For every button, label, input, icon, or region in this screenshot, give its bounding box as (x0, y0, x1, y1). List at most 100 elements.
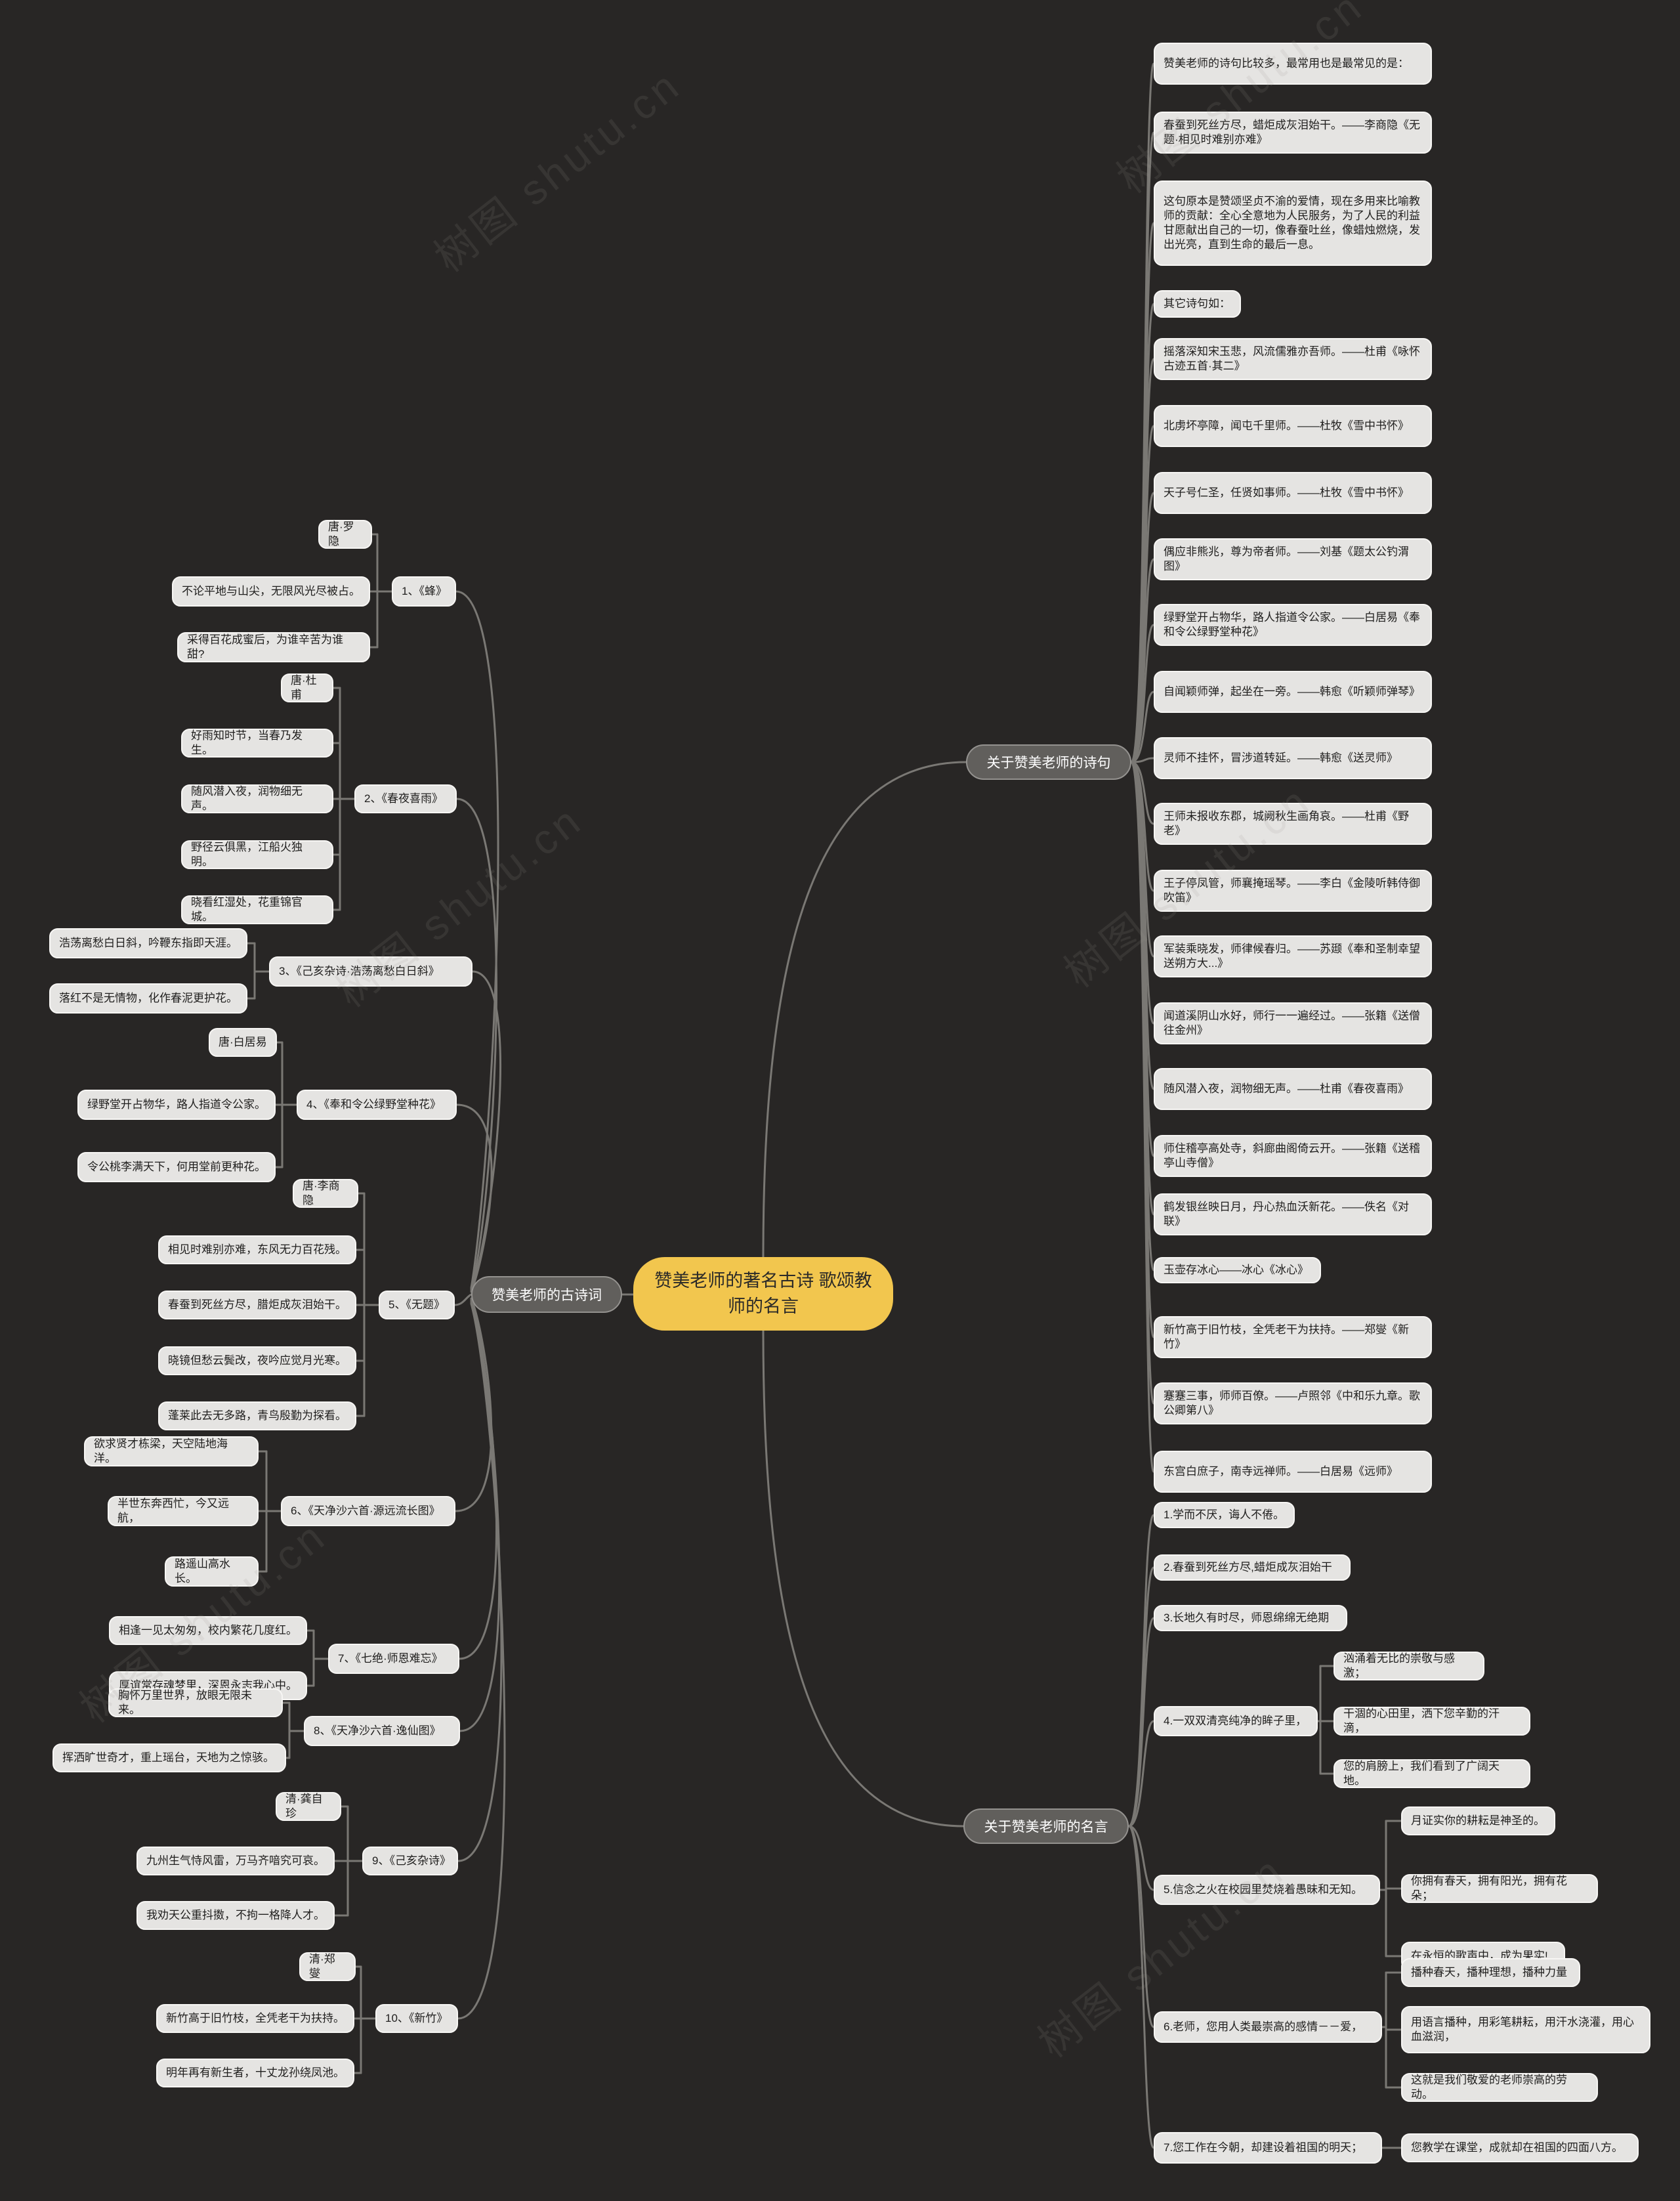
poem-9-line[interactable]: 九州生气恃风雷，万马齐喑究可哀。 (136, 1847, 335, 1875)
branch-praise-verses[interactable]: 关于赞美老师的诗句 (966, 744, 1131, 780)
poem-9-line[interactable]: 我劝天公重抖擞，不拘一格降人才。 (136, 1901, 335, 1930)
quote-sub-item[interactable]: 用语言播种，用彩笔耕耘，用汗水浇灌，用心血滋润， (1401, 2006, 1650, 2053)
connector-line (1130, 761, 1155, 1473)
poem-2-title[interactable]: 2、《春夜喜雨》 (354, 784, 457, 813)
verse-item[interactable]: 这句原本是赞颂坚贞不渝的爱情，现在多用来比喻教师的贡献：全心全意地为人民服务，为… (1154, 181, 1432, 266)
quote-sub-item[interactable]: 汹涌着无比的崇敬与感激； (1334, 1652, 1484, 1680)
poem-5-poet[interactable]: 唐·李商隐 (293, 1179, 358, 1208)
verse-item[interactable]: 自闻颖师弹，起坐在一旁。——韩愈《听颖师弹琴》 (1154, 671, 1432, 713)
poem-10-line[interactable]: 明年再有新生者，十丈龙孙绕凤池。 (156, 2059, 354, 2087)
connector-line (1130, 624, 1155, 763)
verse-item[interactable]: 春蚕到死丝方尽，蜡炬成灰泪始干。——李商隐《无题·相见时难别亦难》 (1154, 112, 1432, 154)
poem-3-line[interactable]: 浩荡离愁白日斜，吟鞭东指即天涯。 (49, 928, 247, 958)
poem-8-title[interactable]: 8、《天净沙六首·逸仙图》 (304, 1716, 460, 1746)
connector-line (453, 1293, 472, 1306)
quote-sub-item[interactable]: 这就是我们敬爱的老师崇高的劳动。 (1401, 2073, 1598, 2102)
poem-4-title[interactable]: 4、《奉和令公绿野堂种花》 (297, 1090, 457, 1120)
poem-1-poet[interactable]: 唐·罗隐 (318, 520, 372, 549)
connector-line (459, 1300, 501, 1732)
verse-item[interactable]: 闻道溪阴山水好，师行一一遍经过。——张籍《送僧往金州》 (1154, 1002, 1432, 1044)
poem-1-line[interactable]: 采得百花成蜜后，为谁辛苦为谁甜? (177, 632, 370, 662)
verse-item[interactable]: 偶应非熊兆，尊为帝者师。——刘基《题太公钓渭图》 (1154, 538, 1432, 580)
poem-4-poet[interactable]: 唐·白居易 (209, 1028, 277, 1057)
connector-line (1130, 761, 1155, 825)
poem-4-line[interactable]: 绿野堂开占物华，路人指道令公家。 (77, 1090, 276, 1120)
quote-item[interactable]: 1.学而不厌，诲人不倦。 (1154, 1502, 1295, 1528)
verse-item[interactable]: 师住稽亭高处寺，斜廊曲阁倚云开。——张籍《送稽亭山寺僧》 (1154, 1135, 1432, 1177)
quote-sub-item[interactable]: 干涸的心田里，洒下您辛勤的汗滴， (1334, 1707, 1530, 1736)
poem-10-poet[interactable]: 清·郑燮 (299, 1952, 356, 1981)
quote-sub-item[interactable]: 您的肩膀上，我们看到了广阔天地。 (1334, 1759, 1530, 1788)
quote-item[interactable]: 5.信念之火在校园里焚烧着愚昧和无知。 (1154, 1875, 1380, 1905)
poem-6-line[interactable]: 路遥山高水长。 (165, 1556, 259, 1587)
poem-2-line[interactable]: 野径云俱黑，江船火独明。 (181, 840, 333, 869)
poem-9-poet[interactable]: 清·龚自珍 (276, 1792, 341, 1821)
poem-5-line[interactable]: 春蚕到死丝方尽，腊炬成灰泪始干。 (158, 1291, 356, 1319)
verse-item[interactable]: 随风潜入夜，润物细无声。——杜甫《春夜喜雨》 (1154, 1068, 1432, 1110)
quote-sub-item[interactable]: 您教学在课堂，成就却在祖国的四面八方。 (1401, 2133, 1639, 2162)
quote-item[interactable]: 4.一双双清亮纯净的眸子里， (1154, 1706, 1318, 1736)
verse-item[interactable]: 玉壶存冰心——冰心《冰心》 (1154, 1257, 1321, 1283)
verse-item[interactable]: 摇落深知宋玉悲，风流儒雅亦吾师。——杜甫《咏怀古迹五首·其二》 (1154, 338, 1432, 380)
verse-item[interactable]: 天子号仁圣，任贤如事师。——杜牧《雪中书怀》 (1154, 472, 1432, 514)
branch-praise-quotes[interactable]: 关于赞美老师的名言 (963, 1808, 1129, 1844)
verse-item[interactable]: 赞美老师的诗句比较多，最常用也是最常见的是： (1154, 43, 1432, 85)
poem-2-poet[interactable]: 唐·杜甫 (281, 673, 333, 702)
connector-line (762, 761, 967, 1258)
connector-line (470, 970, 501, 1292)
verse-item[interactable]: 王师未报收东郡，城阙秋生画角哀。——杜甫《野老》 (1154, 803, 1432, 845)
poem-8-line[interactable]: 胸怀万里世界，放眼无限未来。 (108, 1688, 283, 1717)
quote-sub-item[interactable]: 月证实你的耕耘是神圣的。 (1401, 1806, 1555, 1835)
verse-item[interactable]: 绿野堂开占物华，路人指道令公家。——白居易《奉和令公绿野堂种花》 (1154, 604, 1432, 646)
poem-7-line[interactable]: 相逢一见太匆匆，校内繁花几度红。 (109, 1616, 307, 1645)
central-topic[interactable]: 赞美老师的著名古诗 歌颂教师的名言 (633, 1257, 893, 1331)
poem-5-line[interactable]: 蓬莱此去无多路，青鸟殷勤为探看。 (158, 1401, 356, 1430)
verse-item[interactable]: 北虏坏亭障，闻屯千里师。——杜牧《雪中书怀》 (1154, 405, 1432, 447)
verse-item[interactable]: 灵师不挂怀，冒涉道转延。——韩愈《送灵师》 (1154, 737, 1432, 779)
quote-item[interactable]: 3.长地久有时尽，师恩绵绵无绝期 (1154, 1605, 1347, 1631)
poem-5-line[interactable]: 相见时难别亦难，东风无力百花残。 (158, 1235, 356, 1264)
poem-3-line[interactable]: 落红不是无情物，化作春泥更护花。 (49, 983, 247, 1014)
poem-6-line[interactable]: 半世东奔西忙，今又远航， (108, 1496, 259, 1526)
poem-10-line[interactable]: 新竹高于旧竹枝，全凭老干为扶持。 (156, 2004, 354, 2033)
poem-6-line[interactable]: 欲求贤才栋梁，天空陆地海洋。 (84, 1436, 259, 1466)
verse-item[interactable]: 鹤发银丝映日月，丹心热血沃新花。——佚名《对联》 (1154, 1193, 1432, 1235)
connector-line (1127, 1514, 1155, 1827)
verse-item[interactable]: 新竹高于旧竹枝，全凭老干为扶持。——郑燮《新竹》 (1154, 1316, 1432, 1358)
poem-2-line[interactable]: 随风潜入夜，润物细无声。 (181, 784, 333, 813)
branch-ancient-poems[interactable]: 赞美老师的古诗词 (471, 1276, 622, 1313)
connector-line (1127, 1825, 1155, 2149)
quote-sub-item[interactable]: 你拥有春天，拥有阳光，拥有花朵； (1401, 1874, 1598, 1903)
poem-6-title[interactable]: 6、《天净沙六首·源远流长图》 (281, 1496, 455, 1526)
poem-10-title[interactable]: 10、《新竹》 (375, 2004, 458, 2033)
quote-item[interactable]: 7.您工作在今朝，却建设着祖国的明天； (1154, 2132, 1382, 2164)
verse-item[interactable]: 军装乘晓发，师律候春归。——苏颋《奉和圣制幸望送朔方大...》 (1154, 935, 1432, 977)
poem-3-title[interactable]: 3、《己亥杂诗·浩荡离愁白日斜》 (269, 956, 472, 987)
poem-2-line[interactable]: 好雨知时节，当春乃发生。 (181, 729, 333, 758)
connector-line (762, 1329, 965, 1827)
quote-item[interactable]: 2.春蚕到死丝方尽,蜡炬成灰泪始干 (1154, 1554, 1351, 1581)
verse-item[interactable]: 蹇蹇三事，师师百僚。——卢照邻《中和乐九章。歌公卿第八》 (1154, 1382, 1432, 1424)
quote-item[interactable]: 6.老师，您用人类最崇高的感情－－爱， (1154, 2011, 1382, 2043)
connector-line (1127, 1825, 1155, 1891)
verse-item[interactable]: 王子停凤管，师襄掩瑶琴。——李白《金陵听韩侍御吹笛》 (1154, 870, 1432, 912)
poem-9-title[interactable]: 9、《己亥杂诗》 (362, 1847, 458, 1875)
poem-4-line[interactable]: 令公桃李满天下，何用堂前更种花。 (77, 1152, 276, 1182)
poem-8-line[interactable]: 挥洒旷世奇才，重上瑶台，天地为之惊骇。 (52, 1743, 286, 1772)
quote-sub-item[interactable]: 播种春天，播种理想，播种力量 (1401, 1958, 1580, 1987)
poem-2-line[interactable]: 晓看红湿处，花重锦官城。 (181, 895, 333, 924)
verse-item[interactable]: 东宫白庶子，南寺远禅师。——白居易《远师》 (1154, 1451, 1432, 1493)
poem-1-title[interactable]: 1、《蜂》 (392, 576, 456, 607)
connector-line (457, 1302, 506, 2020)
poem-7-title[interactable]: 7、《七绝·师恩难忘》 (328, 1644, 459, 1674)
connector-line (455, 798, 497, 1291)
connector-line (1127, 1617, 1155, 1827)
connector-line (1130, 757, 1155, 763)
verse-item[interactable]: 其它诗句如： (1154, 290, 1241, 318)
poem-1-line[interactable]: 不论平地与山尖，无限风光尽被占。 (172, 576, 370, 607)
connector-line (1130, 761, 1155, 892)
poem-5-line[interactable]: 晓镜但愁云鬓改，夜吟应觉月光寒。 (158, 1346, 356, 1375)
poem-5-title[interactable]: 5、《无题》 (379, 1291, 455, 1319)
connector-line (458, 1298, 497, 1660)
